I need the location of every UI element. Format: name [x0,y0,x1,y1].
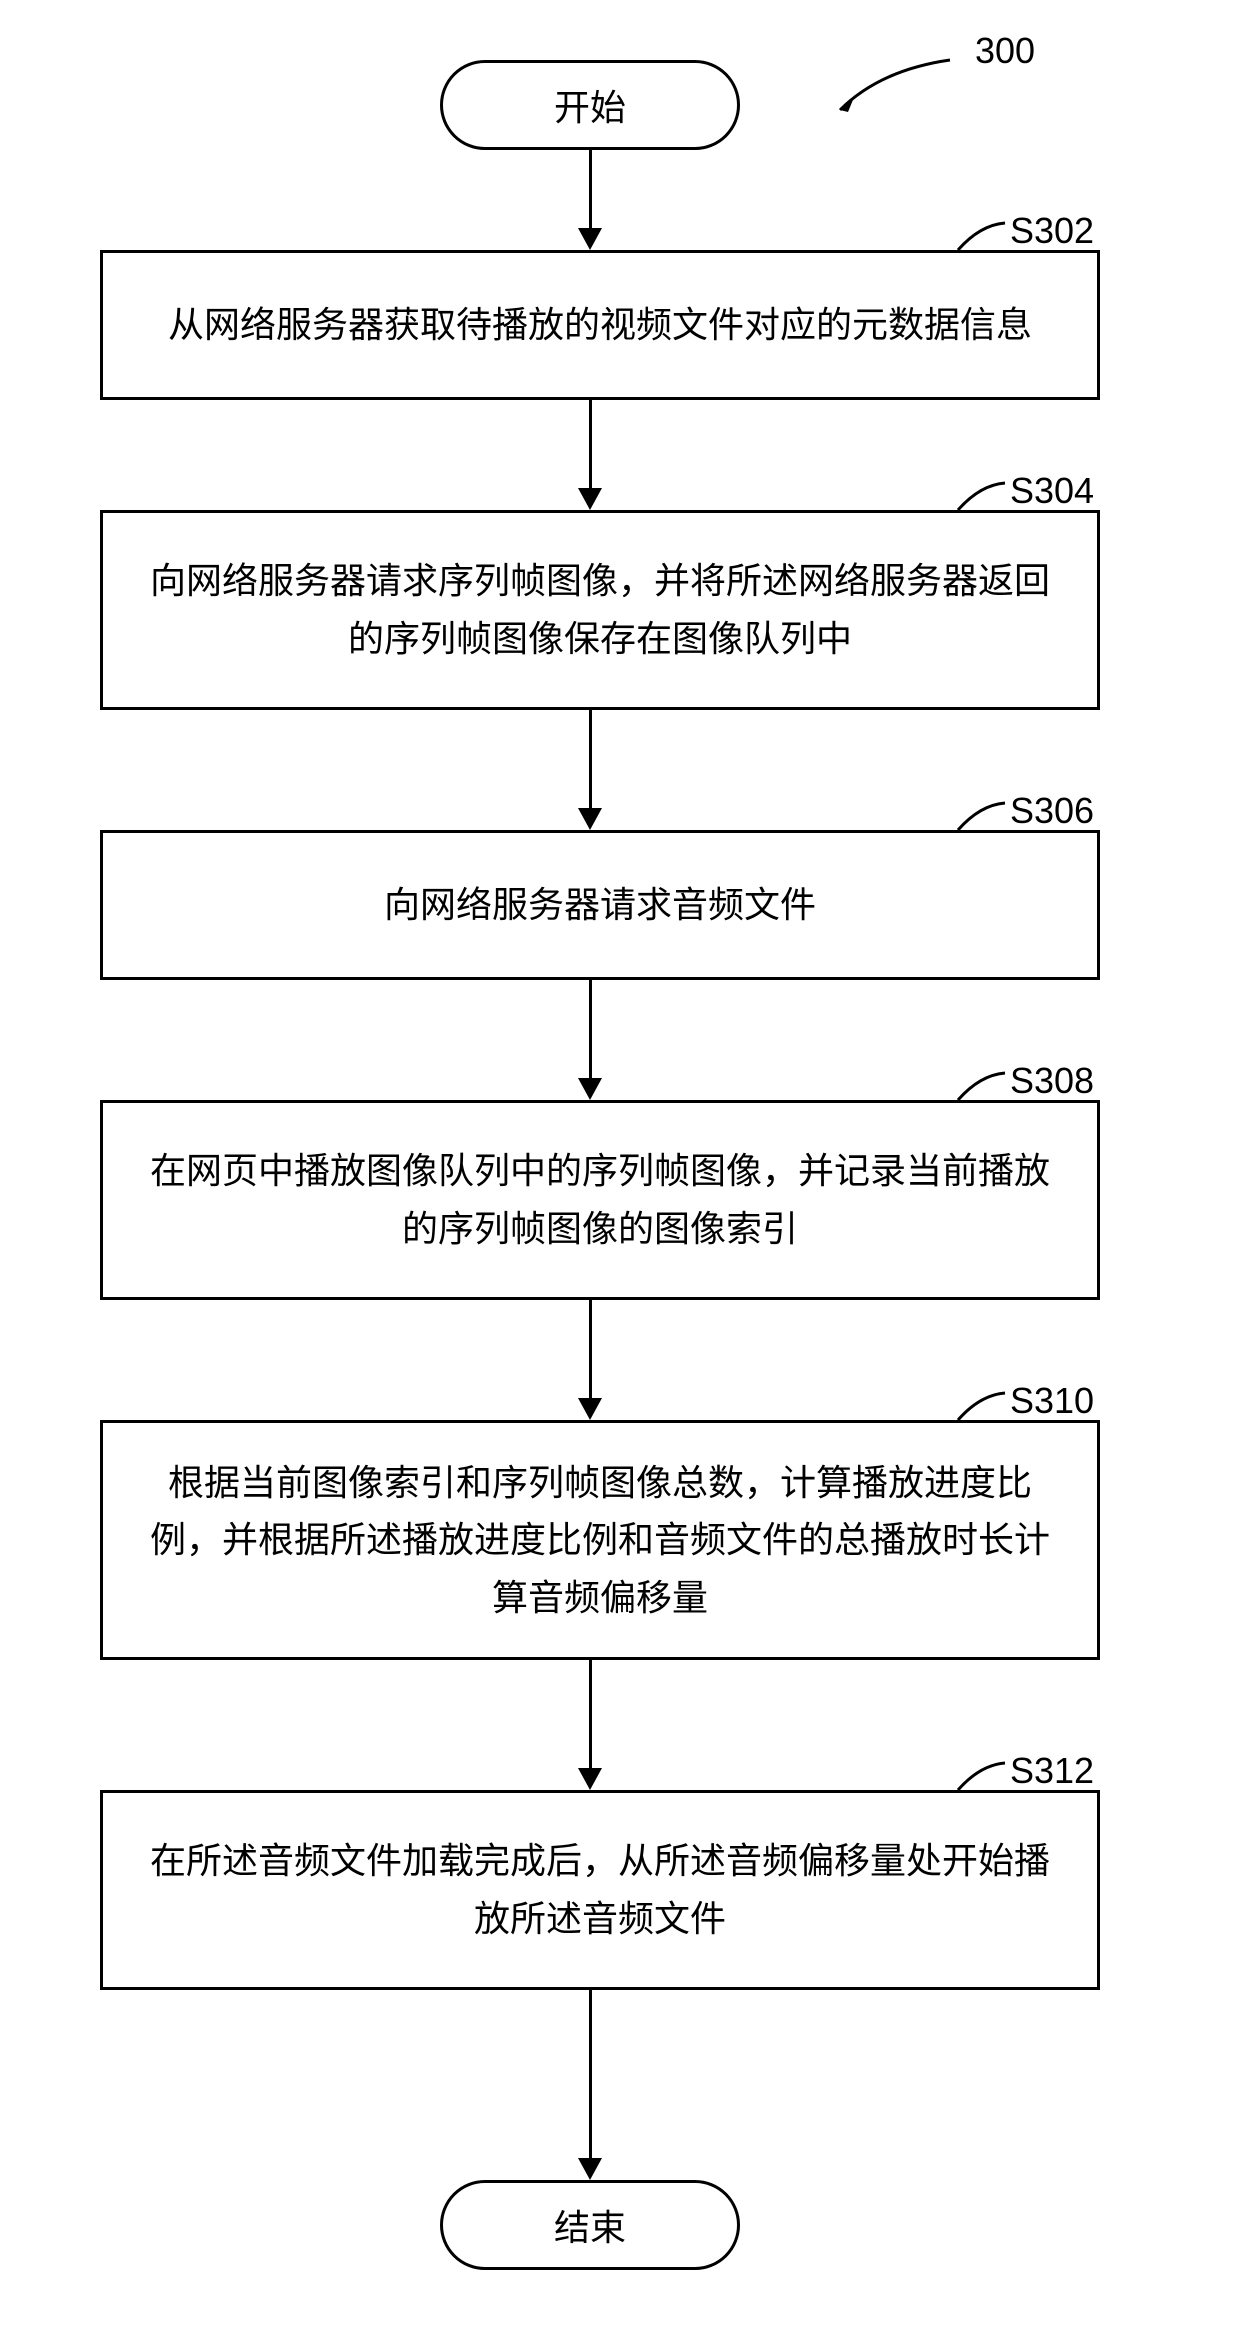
arrow-line [589,1990,592,2158]
process-s308: 在网页中播放图像队列中的序列帧图像，并记录当前播放的序列帧图像的图像索引 [100,1100,1100,1300]
process-text: 向网络服务器请求音频文件 [384,876,816,934]
process-s312: 在所述音频文件加载完成后，从所述音频偏移量处开始播放所述音频文件 [100,1790,1100,1990]
label-connector-s306 [950,795,1010,835]
end-text: 结束 [554,2199,626,2251]
reference-arrow [820,40,960,120]
step-label-s302: S302 [1010,210,1094,252]
step-label-s308: S308 [1010,1060,1094,1102]
process-text: 在网页中播放图像队列中的序列帧图像，并记录当前播放的序列帧图像的图像索引 [143,1142,1057,1257]
arrow-line [589,150,592,228]
process-s302: 从网络服务器获取待播放的视频文件对应的元数据信息 [100,250,1100,400]
process-text: 在所述音频文件加载完成后，从所述音频偏移量处开始播放所述音频文件 [143,1832,1057,1947]
label-connector-s304 [950,475,1010,515]
label-connector-s312 [950,1755,1010,1795]
arrow-head [578,1768,602,1790]
arrow-head [578,1398,602,1420]
arrow-head [578,2158,602,2180]
end-node: 结束 [440,2180,740,2270]
arrow-line [589,710,592,808]
arrow-line [589,1660,592,1768]
arrow-line [589,1300,592,1398]
flowchart-container: 300 开始 S302 从网络服务器获取待播放的视频文件对应的元数据信息 S30… [0,0,1240,2338]
arrow-head [578,488,602,510]
arrow-head [578,1078,602,1100]
reference-number: 300 [975,30,1035,72]
process-s304: 向网络服务器请求序列帧图像，并将所述网络服务器返回的序列帧图像保存在图像队列中 [100,510,1100,710]
step-label-s306: S306 [1010,790,1094,832]
arrow-line [589,400,592,488]
label-connector-s310 [950,1385,1010,1425]
arrow-head [578,808,602,830]
process-text: 向网络服务器请求序列帧图像，并将所述网络服务器返回的序列帧图像保存在图像队列中 [143,552,1057,667]
step-label-s310: S310 [1010,1380,1094,1422]
process-s310: 根据当前图像索引和序列帧图像总数，计算播放进度比例，并根据所述播放进度比例和音频… [100,1420,1100,1660]
process-text: 从网络服务器获取待播放的视频文件对应的元数据信息 [168,296,1032,354]
arrow-head [578,228,602,250]
start-text: 开始 [554,79,626,131]
process-s306: 向网络服务器请求音频文件 [100,830,1100,980]
start-node: 开始 [440,60,740,150]
label-connector-s302 [950,215,1010,255]
arrow-line [589,980,592,1078]
process-text: 根据当前图像索引和序列帧图像总数，计算播放进度比例，并根据所述播放进度比例和音频… [143,1454,1057,1627]
step-label-s312: S312 [1010,1750,1094,1792]
label-connector-s308 [950,1065,1010,1105]
step-label-s304: S304 [1010,470,1094,512]
